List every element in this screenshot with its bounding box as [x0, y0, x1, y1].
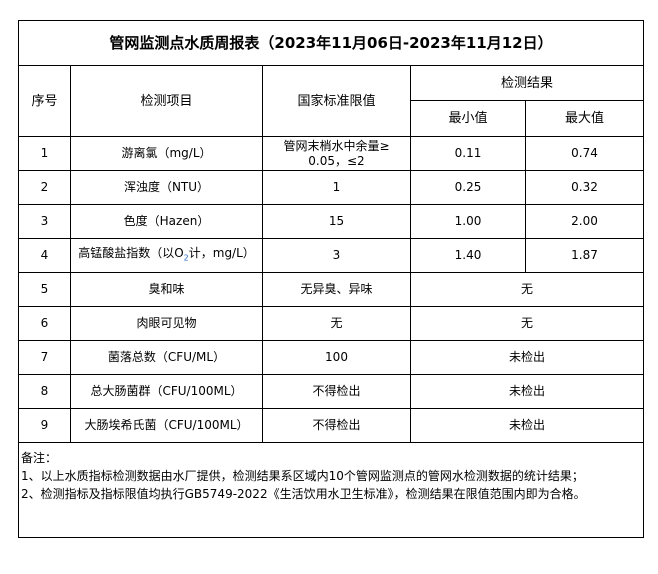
cell-standard: 无异臭、异味	[262, 272, 411, 307]
cell-index: 2	[18, 170, 71, 205]
cell-index: 8	[18, 374, 71, 409]
table-row: 4 高锰酸盐指数（以O2计，mg/L） 3 1.40 1.87	[18, 238, 645, 273]
cell-standard: 不得检出	[262, 374, 411, 409]
cell-index: 9	[18, 408, 71, 443]
cell-item: 游离氯（mg/L）	[70, 136, 263, 171]
notes: 备注： 1、以上水质指标检测数据由水厂提供，检测结果系区域内10个管网监测点的管…	[17, 442, 645, 538]
cell-index: 5	[18, 272, 71, 307]
cell-item: 色度（Hazen）	[70, 204, 263, 239]
cell-standard: 1	[262, 170, 411, 205]
cell-max: 1.87	[524, 238, 645, 273]
cell-standard: 无	[262, 306, 411, 341]
cell-item: 总大肠菌群（CFU/100ML）	[70, 374, 263, 409]
cell-item: 高锰酸盐指数（以O2计，mg/L）	[70, 238, 263, 273]
header-max: 最大值	[524, 100, 645, 137]
item-subscript: 2	[183, 253, 189, 263]
cell-standard: 不得检出	[262, 408, 411, 443]
cell-standard: 3	[262, 238, 411, 273]
water-quality-report-table: 管网监测点水质周报表（2023年11月06日-2023年11月12日） 序号 检…	[17, 20, 645, 538]
table-row: 6 肉眼可见物 无 无	[18, 306, 645, 341]
cell-standard: 管网末梢水中余量≥ 0.05，≤2	[262, 136, 411, 171]
cell-result: 无	[409, 272, 645, 307]
cell-result: 无	[409, 306, 645, 341]
cell-item: 浑浊度（NTU）	[70, 170, 263, 205]
table-row: 2 浑浊度（NTU） 1 0.25 0.32	[18, 170, 645, 205]
notes-line-1: 1、以上水质指标检测数据由水厂提供，检测结果系区域内10个管网监测点的管网水检测…	[21, 469, 584, 483]
cell-min: 0.25	[410, 170, 526, 205]
table-row: 9 大肠埃希氏菌（CFU/100ML） 不得检出 未检出	[18, 408, 645, 443]
cell-min: 1.40	[410, 238, 526, 273]
cell-index: 7	[18, 340, 71, 375]
cell-item: 大肠埃希氏菌（CFU/100ML）	[70, 408, 263, 443]
cell-max: 2.00	[524, 204, 645, 239]
cell-item: 臭和味	[70, 272, 263, 307]
cell-max: 0.32	[524, 170, 645, 205]
table-row: 3 色度（Hazen） 15 1.00 2.00	[18, 204, 645, 239]
item-text: 高锰酸盐指数（以O	[78, 245, 184, 260]
cell-index: 6	[18, 306, 71, 341]
notes-line-2: 2、检测指标及指标限值均执行GB5749-2022《生活饮用水卫生标准》，检测结…	[21, 487, 586, 501]
table-row: 1 游离氯（mg/L） 管网末梢水中余量≥ 0.05，≤2 0.11 0.74	[18, 136, 645, 171]
cell-item: 肉眼可见物	[70, 306, 263, 341]
header-index: 序号	[18, 65, 71, 137]
notes-label: 备注：	[21, 451, 58, 465]
cell-result: 未检出	[409, 408, 645, 443]
cell-index: 4	[18, 238, 71, 273]
header-result: 检测结果	[409, 65, 645, 101]
item-text: 计，mg/L）	[188, 245, 255, 260]
table-row: 7 菌落总数（CFU/ML） 100 未检出	[18, 340, 645, 375]
header-standard: 国家标准限值	[262, 65, 411, 137]
header-min: 最小值	[410, 100, 526, 137]
cell-result: 未检出	[409, 340, 645, 375]
cell-result: 未检出	[409, 374, 645, 409]
cell-index: 1	[18, 136, 71, 171]
table-row: 8 总大肠菌群（CFU/100ML） 不得检出 未检出	[18, 374, 645, 409]
cell-min: 0.11	[410, 136, 526, 171]
cell-standard: 100	[262, 340, 411, 375]
cell-item: 菌落总数（CFU/ML）	[70, 340, 263, 375]
cell-max: 0.74	[524, 136, 645, 171]
header-item: 检测项目	[70, 65, 263, 137]
cell-standard: 15	[262, 204, 411, 239]
report-title: 管网监测点水质周报表（2023年11月06日-2023年11月12日）	[17, 20, 645, 66]
cell-min: 1.00	[410, 204, 526, 239]
table-row: 5 臭和味 无异臭、异味 无	[18, 272, 645, 307]
cell-index: 3	[18, 204, 71, 239]
